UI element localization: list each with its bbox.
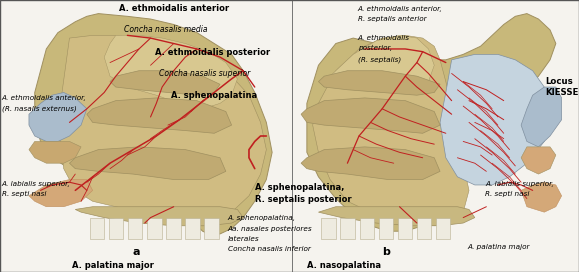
Polygon shape — [521, 87, 562, 147]
Polygon shape — [436, 218, 450, 239]
Text: A. ethmoidalis: A. ethmoidalis — [358, 35, 410, 41]
Polygon shape — [301, 98, 440, 133]
Polygon shape — [318, 71, 440, 95]
Text: A. ethmoidalis anterior,: A. ethmoidalis anterior, — [358, 6, 442, 12]
Text: A. labialis superior,: A. labialis superior, — [485, 181, 554, 187]
Polygon shape — [166, 218, 181, 239]
Polygon shape — [109, 218, 123, 239]
Text: Concha nasalis superior: Concha nasalis superior — [159, 69, 251, 79]
Polygon shape — [330, 35, 434, 90]
Polygon shape — [69, 147, 226, 180]
Text: R. septi nasi: R. septi nasi — [2, 191, 46, 197]
Text: R. septi nasi: R. septi nasi — [485, 191, 530, 197]
Polygon shape — [301, 147, 440, 180]
Polygon shape — [58, 35, 266, 223]
Text: (R. septalis): (R. septalis) — [358, 56, 401, 63]
Text: KIESSELBACHI: KIESSELBACHI — [545, 88, 579, 97]
Polygon shape — [313, 35, 469, 226]
Text: A. sphenopalatina,: A. sphenopalatina, — [228, 215, 295, 221]
Text: A. palatina major: A. palatina major — [468, 244, 530, 250]
Polygon shape — [128, 218, 142, 239]
Text: posterior,: posterior, — [358, 45, 392, 51]
Polygon shape — [440, 54, 550, 185]
Text: A. ethmoidalis posterior: A. ethmoidalis posterior — [155, 48, 270, 57]
Text: R. septalis anterior: R. septalis anterior — [358, 16, 427, 22]
Text: (R. nasalis externus): (R. nasalis externus) — [2, 106, 76, 112]
Text: Locus: Locus — [545, 77, 573, 86]
Polygon shape — [104, 35, 237, 109]
Text: A. labialis superior,: A. labialis superior, — [2, 181, 71, 187]
Polygon shape — [29, 141, 81, 163]
Text: A. nasopalatina: A. nasopalatina — [307, 261, 381, 270]
Polygon shape — [521, 182, 562, 212]
Text: A. sphenopalatina: A. sphenopalatina — [171, 91, 257, 100]
Polygon shape — [110, 71, 220, 95]
Polygon shape — [379, 218, 393, 239]
Polygon shape — [360, 218, 374, 239]
Polygon shape — [521, 147, 556, 174]
Polygon shape — [204, 218, 219, 239]
Text: a: a — [132, 247, 140, 256]
Text: A. palatina major: A. palatina major — [72, 261, 154, 270]
Text: Aa. nasales posteriores: Aa. nasales posteriores — [228, 225, 312, 231]
Polygon shape — [321, 218, 336, 239]
Polygon shape — [398, 218, 412, 239]
Text: Concha nasalis inferior: Concha nasalis inferior — [228, 246, 310, 252]
Polygon shape — [307, 14, 556, 231]
Text: A. ethmoidalis anterior: A. ethmoidalis anterior — [119, 4, 229, 13]
Text: b: b — [382, 247, 390, 256]
Polygon shape — [90, 218, 104, 239]
Text: Concha nasalis media: Concha nasalis media — [124, 25, 208, 34]
Polygon shape — [147, 218, 162, 239]
Polygon shape — [340, 218, 355, 239]
Polygon shape — [75, 207, 243, 226]
Polygon shape — [29, 180, 93, 207]
Polygon shape — [318, 207, 475, 226]
Polygon shape — [29, 92, 87, 141]
Text: A. sphenopalatina,: A. sphenopalatina, — [255, 183, 344, 192]
Polygon shape — [417, 218, 431, 239]
Text: A. ethmoidalis anterior,: A. ethmoidalis anterior, — [2, 95, 86, 101]
Polygon shape — [185, 218, 200, 239]
Text: laterales: laterales — [228, 236, 259, 242]
Text: R. septalis posterior: R. septalis posterior — [255, 194, 351, 204]
Polygon shape — [87, 98, 232, 133]
Polygon shape — [35, 14, 272, 234]
